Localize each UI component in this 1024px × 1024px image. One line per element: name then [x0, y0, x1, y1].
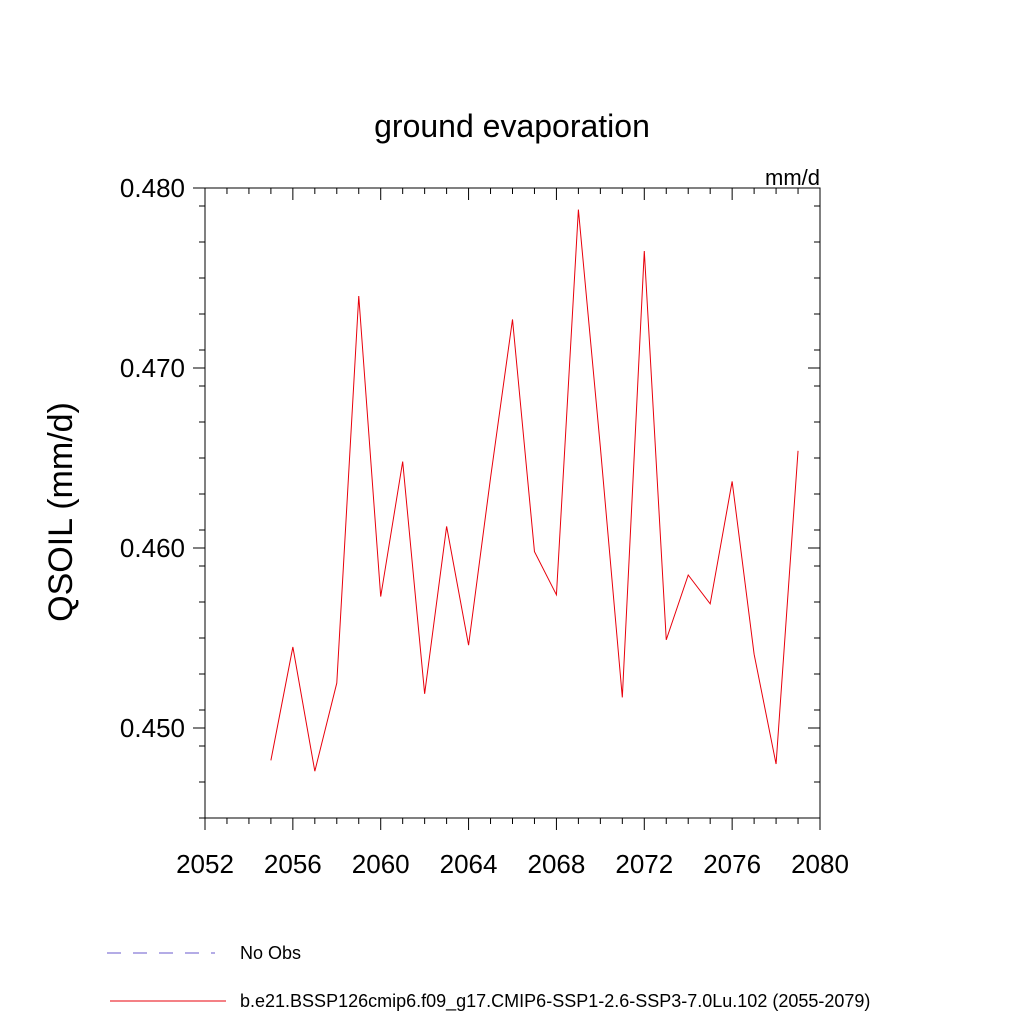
- series-layer: [270, 209, 799, 772]
- y-tick-label: 0.470: [120, 353, 185, 383]
- x-tick-label: 2052: [176, 849, 234, 879]
- x-tick-label: 2064: [440, 849, 498, 879]
- legend: No Obs b.e21.BSSP126cmip6.f09_g17.CMIP6-…: [107, 943, 870, 1012]
- x-tick-label: 2076: [703, 849, 761, 879]
- units-label: mm/d: [765, 165, 820, 190]
- x-tick-label: 2072: [615, 849, 673, 879]
- x-tick-label: 2068: [528, 849, 586, 879]
- minor-ticks: [199, 188, 820, 824]
- legend-label-model: b.e21.BSSP126cmip6.f09_g17.CMIP6-SSP1-2.…: [240, 991, 870, 1012]
- y-tick-label: 0.450: [120, 713, 185, 743]
- x-axis-ticks: 2052 2056 2060 2064 2068 2072 2076 2080: [176, 188, 849, 879]
- chart-title: ground evaporation: [374, 108, 650, 144]
- y-tick-label: 0.460: [120, 533, 185, 563]
- y-axis-label: QSOIL (mm/d): [42, 402, 80, 622]
- x-tick-label: 2060: [352, 849, 410, 879]
- x-tick-label: 2080: [791, 849, 849, 879]
- legend-label-no-obs: No Obs: [240, 943, 301, 963]
- series-line: [270, 209, 799, 772]
- x-tick-label: 2056: [264, 849, 322, 879]
- y-axis-ticks: 0.450 0.460 0.470 0.480: [120, 173, 820, 743]
- y-tick-label: 0.480: [120, 173, 185, 203]
- plot-frame: [204, 187, 821, 819]
